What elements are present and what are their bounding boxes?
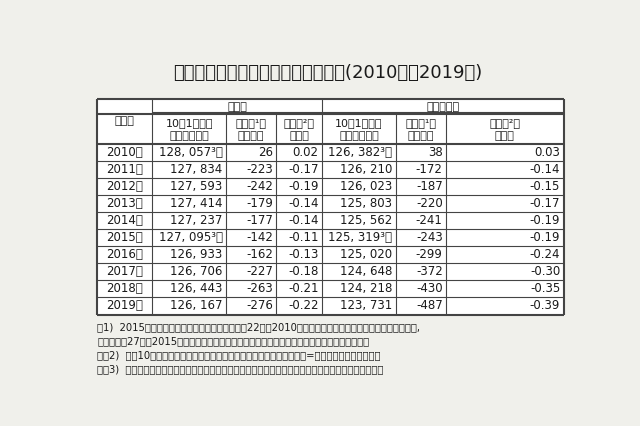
Text: -242: -242 [246, 180, 273, 193]
Text: 2017年: 2017年 [106, 265, 143, 278]
Text: -0.17: -0.17 [530, 197, 560, 210]
Text: 3)  国勢調査人口。日本人人口は，総人口に対する日本人人口の割合であん分した国籍不詳を含む。: 3) 国勢調査人口。日本人人口は，総人口に対する日本人人口の割合であん分した国籍… [97, 364, 384, 374]
Text: -172: -172 [416, 163, 443, 176]
Text: 増減数¹）
（千人）: 増減数¹） （千人） [405, 118, 436, 141]
Text: -187: -187 [416, 180, 443, 193]
Text: 2019年: 2019年 [106, 299, 143, 313]
Text: 127, 095³）: 127, 095³） [159, 231, 223, 244]
Text: 2)  前年10月から当年）月までの増減数を前年人口（期間初めの人口=期首人口）で除したもの: 2) 前年10月から当年）月までの増減数を前年人口（期間初めの人口=期首人口）で… [97, 350, 381, 360]
Text: 127, 834: 127, 834 [170, 163, 223, 176]
Text: -372: -372 [416, 265, 443, 278]
Text: 127, 237: 127, 237 [170, 214, 223, 227]
Text: 2018年: 2018年 [106, 282, 143, 296]
Bar [97, 99, 564, 314]
Text: -177: -177 [246, 214, 273, 227]
Text: -0.13: -0.13 [288, 248, 319, 261]
Text: 127, 414: 127, 414 [170, 197, 223, 210]
Text: 日本人人口: 日本人人口 [426, 101, 460, 112]
Text: 2015年: 2015年 [106, 231, 143, 244]
Text: 2010年: 2010年 [106, 146, 143, 159]
Text: 総人口: 総人口 [227, 101, 247, 112]
Text: -0.14: -0.14 [288, 214, 319, 227]
Text: -0.39: -0.39 [530, 299, 560, 313]
Text: 増減率²）
（％）: 増減率²） （％） [490, 118, 520, 141]
Text: -0.30: -0.30 [530, 265, 560, 278]
Text: 126, 933: 126, 933 [170, 248, 223, 261]
Text: -0.35: -0.35 [530, 282, 560, 296]
Text: -0.15: -0.15 [530, 180, 560, 193]
Text: -263: -263 [246, 282, 273, 296]
Text: 125, 562: 125, 562 [340, 214, 392, 227]
Text: 平成27年（2015年）国勢調査人口との差を各年に均等配分して算出したもの）を含む。: 平成27年（2015年）国勢調査人口との差を各年に均等配分して算出したもの）を含… [97, 336, 369, 346]
Text: 10月1日現在
人口（千人）: 10月1日現在 人口（千人） [335, 118, 383, 141]
Text: 2011年: 2011年 [106, 163, 143, 176]
Text: -241: -241 [416, 214, 443, 227]
Text: -0.14: -0.14 [288, 197, 319, 210]
Text: -0.18: -0.18 [288, 265, 319, 278]
Text: 0.02: 0.02 [292, 146, 319, 159]
Text: 10月1日現在
人口（千人）: 10月1日現在 人口（千人） [166, 118, 213, 141]
Text: 38: 38 [428, 146, 443, 159]
Text: 126, 023: 126, 023 [340, 180, 392, 193]
Text: -223: -223 [246, 163, 273, 176]
Text: 注1)  2015年までの増減数には補間補正数（平成22年（2010年）国勢調査人口を基に算出した人口推計と,: 注1) 2015年までの増減数には補間補正数（平成22年（2010年）国勢調査人… [97, 322, 420, 332]
Text: -0.14: -0.14 [530, 163, 560, 176]
Text: 126, 167: 126, 167 [170, 299, 223, 313]
Text: -179: -179 [246, 197, 273, 210]
Text: -162: -162 [246, 248, 273, 261]
Text: -0.19: -0.19 [530, 231, 560, 244]
Text: -276: -276 [246, 299, 273, 313]
Text: 2014年: 2014年 [106, 214, 143, 227]
Text: 126, 210: 126, 210 [340, 163, 392, 176]
Text: -0.22: -0.22 [288, 299, 319, 313]
Text: 125, 803: 125, 803 [340, 197, 392, 210]
Text: 126, 706: 126, 706 [170, 265, 223, 278]
Text: -0.19: -0.19 [530, 214, 560, 227]
Text: 表１　総人口及び日本人人口の推移(2010年～2019年): 表１ 総人口及び日本人人口の推移(2010年～2019年) [173, 63, 483, 82]
Text: -0.11: -0.11 [288, 231, 319, 244]
Text: 増減率²）
（％）: 増減率²） （％） [284, 118, 315, 141]
Text: -430: -430 [416, 282, 443, 296]
Text: -227: -227 [246, 265, 273, 278]
Text: 2016年: 2016年 [106, 248, 143, 261]
Text: 124, 218: 124, 218 [340, 282, 392, 296]
Text: -487: -487 [416, 299, 443, 313]
Text: -299: -299 [416, 248, 443, 261]
Text: -142: -142 [246, 231, 273, 244]
Text: 128, 057³）: 128, 057³） [159, 146, 223, 159]
Text: 2013年: 2013年 [106, 197, 143, 210]
Text: 125, 020: 125, 020 [340, 248, 392, 261]
Text: 126, 443: 126, 443 [170, 282, 223, 296]
Text: 年　次: 年 次 [115, 116, 135, 127]
Text: -220: -220 [416, 197, 443, 210]
Text: 増減数¹）
（千人）: 増減数¹） （千人） [236, 118, 267, 141]
Text: -0.17: -0.17 [288, 163, 319, 176]
Text: 125, 319³）: 125, 319³） [328, 231, 392, 244]
Text: 2012年: 2012年 [106, 180, 143, 193]
Text: -0.19: -0.19 [288, 180, 319, 193]
Text: 124, 648: 124, 648 [340, 265, 392, 278]
Text: 0.03: 0.03 [534, 146, 560, 159]
Text: -0.24: -0.24 [530, 248, 560, 261]
Text: -243: -243 [416, 231, 443, 244]
Text: 123, 731: 123, 731 [340, 299, 392, 313]
Text: 127, 593: 127, 593 [170, 180, 223, 193]
Text: -0.21: -0.21 [288, 282, 319, 296]
Text: 126, 382³）: 126, 382³） [328, 146, 392, 159]
Text: 26: 26 [258, 146, 273, 159]
